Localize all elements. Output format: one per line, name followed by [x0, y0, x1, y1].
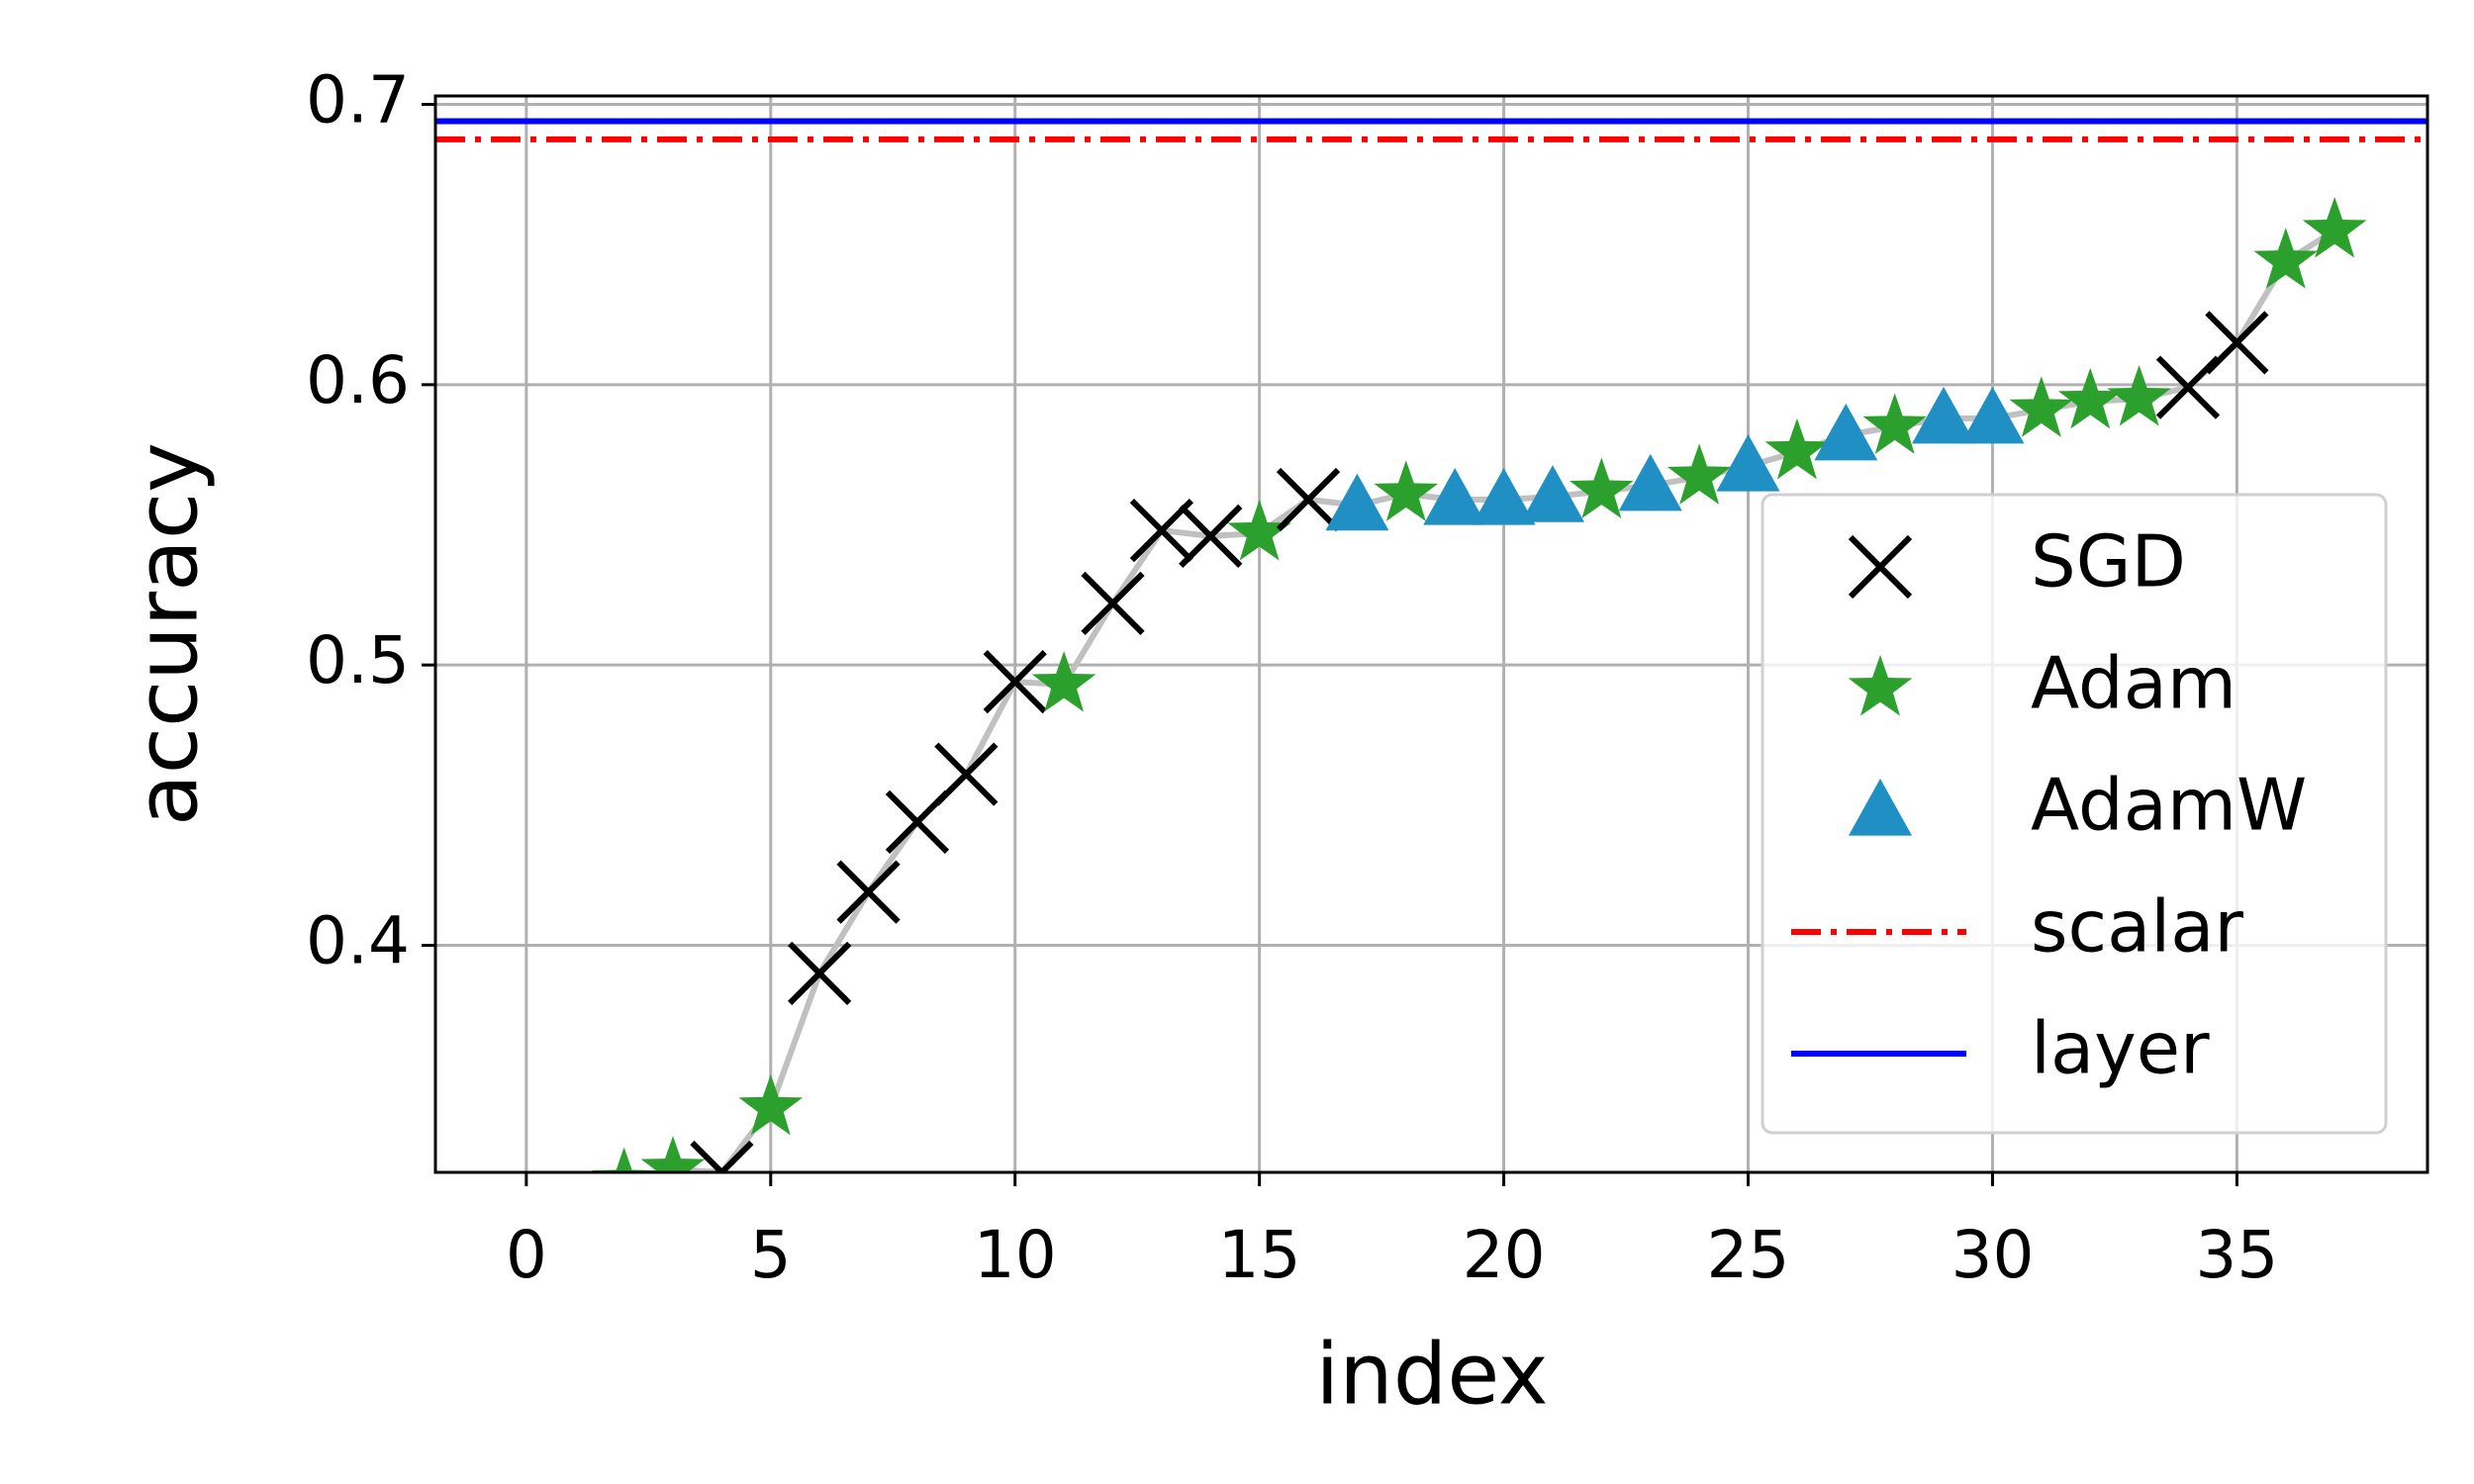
legend-label: AdamW [2031, 764, 2307, 847]
x-tick-label: 30 [1951, 1217, 2034, 1293]
x-tick-label: 15 [1218, 1217, 1301, 1293]
marker-triangle [1960, 386, 2025, 444]
marker-x [836, 860, 901, 924]
marker-x [788, 941, 852, 1005]
legend-box [1760, 493, 2388, 1135]
marker-star [2009, 376, 2074, 437]
marker-star [1848, 655, 1913, 716]
marker-x [690, 1140, 754, 1172]
marker-star [1227, 500, 1291, 561]
marker-x [1179, 504, 1243, 568]
marker-star [640, 1136, 706, 1172]
legend-label: SGD [2031, 520, 2186, 603]
x-axis-label: index [1315, 1325, 1548, 1424]
x-tick-label: 35 [2195, 1217, 2278, 1293]
marker-star [1374, 460, 1439, 521]
plot-area [435, 118, 2427, 1172]
marker-triangle [1912, 386, 1976, 444]
y-tick-label: 0.4 [306, 903, 410, 979]
x-tick-label: 10 [974, 1217, 1057, 1293]
marker-x [983, 650, 1047, 714]
x-tick-label: 25 [1707, 1217, 1790, 1293]
y-axis-label: accuracy [118, 442, 217, 826]
marker-star [1862, 393, 1928, 454]
marker-triangle [1814, 403, 1878, 461]
x-tick-label: 5 [750, 1217, 792, 1293]
marker-star [1764, 417, 1830, 480]
legend: SGD Adam AdamW scalar layer [1760, 493, 2388, 1135]
marker-triangle [1849, 779, 1912, 836]
marker-triangle [1472, 468, 1536, 525]
y-tick-label: 0.5 [306, 622, 410, 698]
marker-x [2205, 311, 2269, 375]
legend-label: scalar [2031, 885, 2243, 969]
marker-triangle [1618, 453, 1682, 511]
marker-star [2253, 228, 2319, 289]
marker-triangle [1716, 434, 1780, 492]
marker-star [2302, 197, 2367, 258]
y-tick-label: 0.7 [306, 62, 410, 139]
plot-frame [433, 94, 2429, 1174]
marker-triangle [1325, 473, 1389, 531]
legend-label: Adam [2031, 642, 2236, 725]
marker-star [738, 1073, 804, 1136]
marker-triangle [1520, 465, 1584, 522]
x-tick-label: 0 [506, 1217, 547, 1293]
marker-star [1031, 651, 1096, 712]
marker-star [2057, 367, 2123, 429]
x-tick-label: 20 [1463, 1217, 1546, 1293]
marker-triangle [1423, 468, 1487, 525]
marker-star [592, 1147, 656, 1172]
marker-star [1666, 443, 1732, 505]
marker-x [934, 742, 999, 806]
marker-x [1276, 467, 1341, 532]
marker-x [1081, 571, 1145, 635]
y-tick-label: 0.6 [306, 342, 410, 418]
legend-label: layer [2031, 1007, 2210, 1090]
marker-star [1570, 457, 1634, 519]
marker-x [1848, 534, 1913, 600]
marker-star [2107, 365, 2171, 426]
